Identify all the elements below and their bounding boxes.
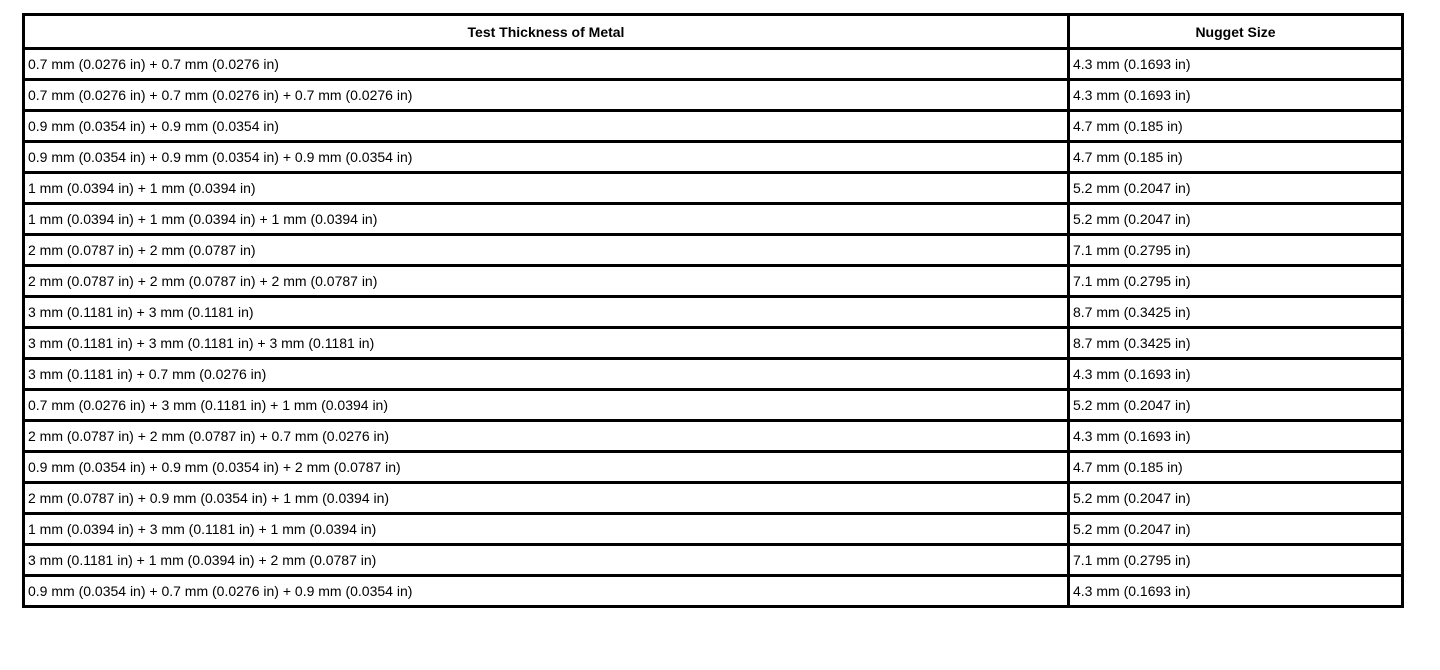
table-row: 3 mm (0.1181 in) + 0.7 mm (0.0276 in) 4.3…	[22, 357, 1404, 391]
table-row: 1 mm (0.0394 in) + 1 mm (0.0394 in) + 1 …	[22, 202, 1404, 236]
thickness-cell: 0.9 mm (0.0354 in) + 0.9 mm (0.0354 in) …	[22, 140, 1070, 174]
nugget-size-cell: 4.7 mm (0.185 in)	[1067, 450, 1404, 484]
header-nugget-size: Nugget Size	[1067, 13, 1404, 50]
nugget-size-cell: 7.1 mm (0.2795 in)	[1067, 233, 1404, 267]
nugget-size-cell: 4.7 mm (0.185 in)	[1067, 109, 1404, 143]
thickness-cell: 0.7 mm (0.0276 in) + 0.7 mm (0.0276 in)	[22, 47, 1070, 81]
table-row: 2 mm (0.0787 in) + 0.9 mm (0.0354 in) + …	[22, 481, 1404, 515]
nugget-size-table: Test Thickness of Metal Nugget Size 0.7 …	[22, 13, 1404, 608]
nugget-size-cell: 4.3 mm (0.1693 in)	[1067, 47, 1404, 81]
thickness-cell: 0.7 mm (0.0276 in) + 3 mm (0.1181 in) + …	[22, 388, 1070, 422]
thickness-cell: 2 mm (0.0787 in) + 0.9 mm (0.0354 in) + …	[22, 481, 1070, 515]
table-row: 0.9 mm (0.0354 in) + 0.9 mm (0.0354 in) …	[22, 140, 1404, 174]
header-test-thickness: Test Thickness of Metal	[22, 13, 1070, 50]
header-row: Test Thickness of Metal Nugget Size	[22, 13, 1404, 50]
nugget-size-cell: 7.1 mm (0.2795 in)	[1067, 264, 1404, 298]
nugget-size-cell: 4.3 mm (0.1693 in)	[1067, 419, 1404, 453]
nugget-size-cell: 4.3 mm (0.1693 in)	[1067, 78, 1404, 112]
nugget-size-cell: 5.2 mm (0.2047 in)	[1067, 512, 1404, 546]
thickness-cell: 1 mm (0.0394 in) + 1 mm (0.0394 in)	[22, 171, 1070, 205]
table-row: 3 mm (0.1181 in) + 1 mm (0.0394 in) + 2 …	[22, 543, 1404, 577]
table-row: 0.9 mm (0.0354 in) + 0.9 mm (0.0354 in) …	[22, 450, 1404, 484]
table-row: 2 mm (0.0787 in) + 2 mm (0.0787 in) + 2 …	[22, 264, 1404, 298]
thickness-cell: 1 mm (0.0394 in) + 3 mm (0.1181 in) + 1 …	[22, 512, 1070, 546]
thickness-cell: 3 mm (0.1181 in) + 1 mm (0.0394 in) + 2 …	[22, 543, 1070, 577]
table-row: 3 mm (0.1181 in) + 3 mm (0.1181 in) + 3 …	[22, 326, 1404, 360]
nugget-size-cell: 4.7 mm (0.185 in)	[1067, 140, 1404, 174]
thickness-cell: 0.9 mm (0.0354 in) + 0.7 mm (0.0276 in) …	[22, 574, 1070, 608]
table-row: 3 mm (0.1181 in) + 3 mm (0.1181 in) 8.7 m…	[22, 295, 1404, 329]
nugget-size-cell: 8.7 mm (0.3425 in)	[1067, 326, 1404, 360]
table-row: 0.7 mm (0.0276 in) + 0.7 mm (0.0276 in) 4…	[22, 47, 1404, 81]
thickness-cell: 0.7 mm (0.0276 in) + 0.7 mm (0.0276 in) …	[22, 78, 1070, 112]
thickness-cell: 3 mm (0.1181 in) + 3 mm (0.1181 in)	[22, 295, 1070, 329]
nugget-size-cell: 8.7 mm (0.3425 in)	[1067, 295, 1404, 329]
thickness-cell: 1 mm (0.0394 in) + 1 mm (0.0394 in) + 1 …	[22, 202, 1070, 236]
table-row: 0.9 mm (0.0354 in) + 0.9 mm (0.0354 in) 4…	[22, 109, 1404, 143]
nugget-size-cell: 4.3 mm (0.1693 in)	[1067, 574, 1404, 608]
table-row: 0.7 mm (0.0276 in) + 3 mm (0.1181 in) + …	[22, 388, 1404, 422]
thickness-cell: 0.9 mm (0.0354 in) + 0.9 mm (0.0354 in)	[22, 109, 1070, 143]
table-row: 2 mm (0.0787 in) + 2 mm (0.0787 in) 7.1 m…	[22, 233, 1404, 267]
nugget-size-cell: 5.2 mm (0.2047 in)	[1067, 388, 1404, 422]
table-row: 0.9 mm (0.0354 in) + 0.7 mm (0.0276 in) …	[22, 574, 1404, 608]
thickness-cell: 3 mm (0.1181 in) + 0.7 mm (0.0276 in)	[22, 357, 1070, 391]
thickness-cell: 2 mm (0.0787 in) + 2 mm (0.0787 in) + 0.…	[22, 419, 1070, 453]
table-row: 1 mm (0.0394 in) + 3 mm (0.1181 in) + 1 …	[22, 512, 1404, 546]
thickness-cell: 2 mm (0.0787 in) + 2 mm (0.0787 in) + 2 …	[22, 264, 1070, 298]
nugget-size-cell: 4.3 mm (0.1693 in)	[1067, 357, 1404, 391]
table-row: 0.7 mm (0.0276 in) + 0.7 mm (0.0276 in) …	[22, 78, 1404, 112]
nugget-size-cell: 5.2 mm (0.2047 in)	[1067, 171, 1404, 205]
nugget-size-cell: 5.2 mm (0.2047 in)	[1067, 202, 1404, 236]
table-row: 1 mm (0.0394 in) + 1 mm (0.0394 in) 5.2 m…	[22, 171, 1404, 205]
thickness-cell: 2 mm (0.0787 in) + 2 mm (0.0787 in)	[22, 233, 1070, 267]
table-row: 2 mm (0.0787 in) + 2 mm (0.0787 in) + 0.…	[22, 419, 1404, 453]
thickness-cell: 0.9 mm (0.0354 in) + 0.9 mm (0.0354 in) …	[22, 450, 1070, 484]
thickness-cell: 3 mm (0.1181 in) + 3 mm (0.1181 in) + 3 …	[22, 326, 1070, 360]
nugget-size-cell: 5.2 mm (0.2047 in)	[1067, 481, 1404, 515]
nugget-size-cell: 7.1 mm (0.2795 in)	[1067, 543, 1404, 577]
